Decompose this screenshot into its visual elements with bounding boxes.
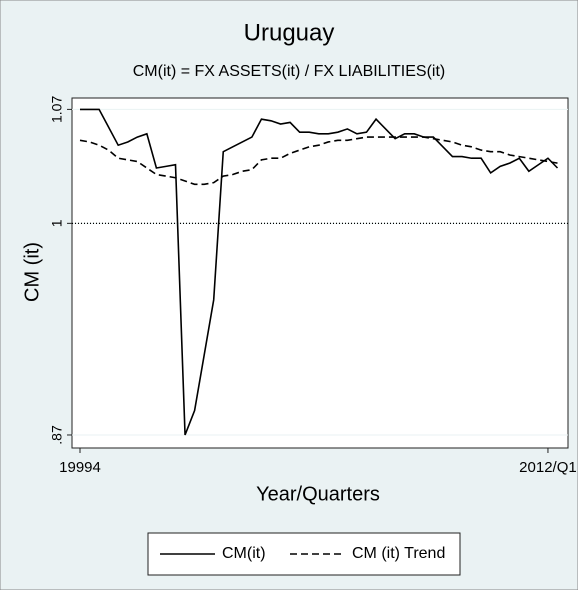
data-line (80, 108, 559, 436)
legend-label: CM(it) (222, 545, 266, 562)
y-axis-title: CM (it) (21, 242, 43, 302)
data-line (79, 136, 558, 186)
x-axis-title: Year/Quarters (256, 483, 380, 505)
x-tick-label: 2012/Q1 (519, 459, 577, 476)
y-tick-label: 1 (49, 219, 65, 227)
y-tick-label: 1.07 (49, 96, 65, 123)
plot-area (71, 97, 569, 449)
x-tick-label: 19994 (59, 459, 101, 476)
y-tick-label: .87 (49, 425, 65, 445)
legend-label: CM (it) Trend (352, 545, 445, 562)
chart-subtitle: CM(it) = FX ASSETS(it) / FX LIABILITIES(… (133, 63, 446, 80)
chart-title: Uruguay (244, 19, 335, 46)
